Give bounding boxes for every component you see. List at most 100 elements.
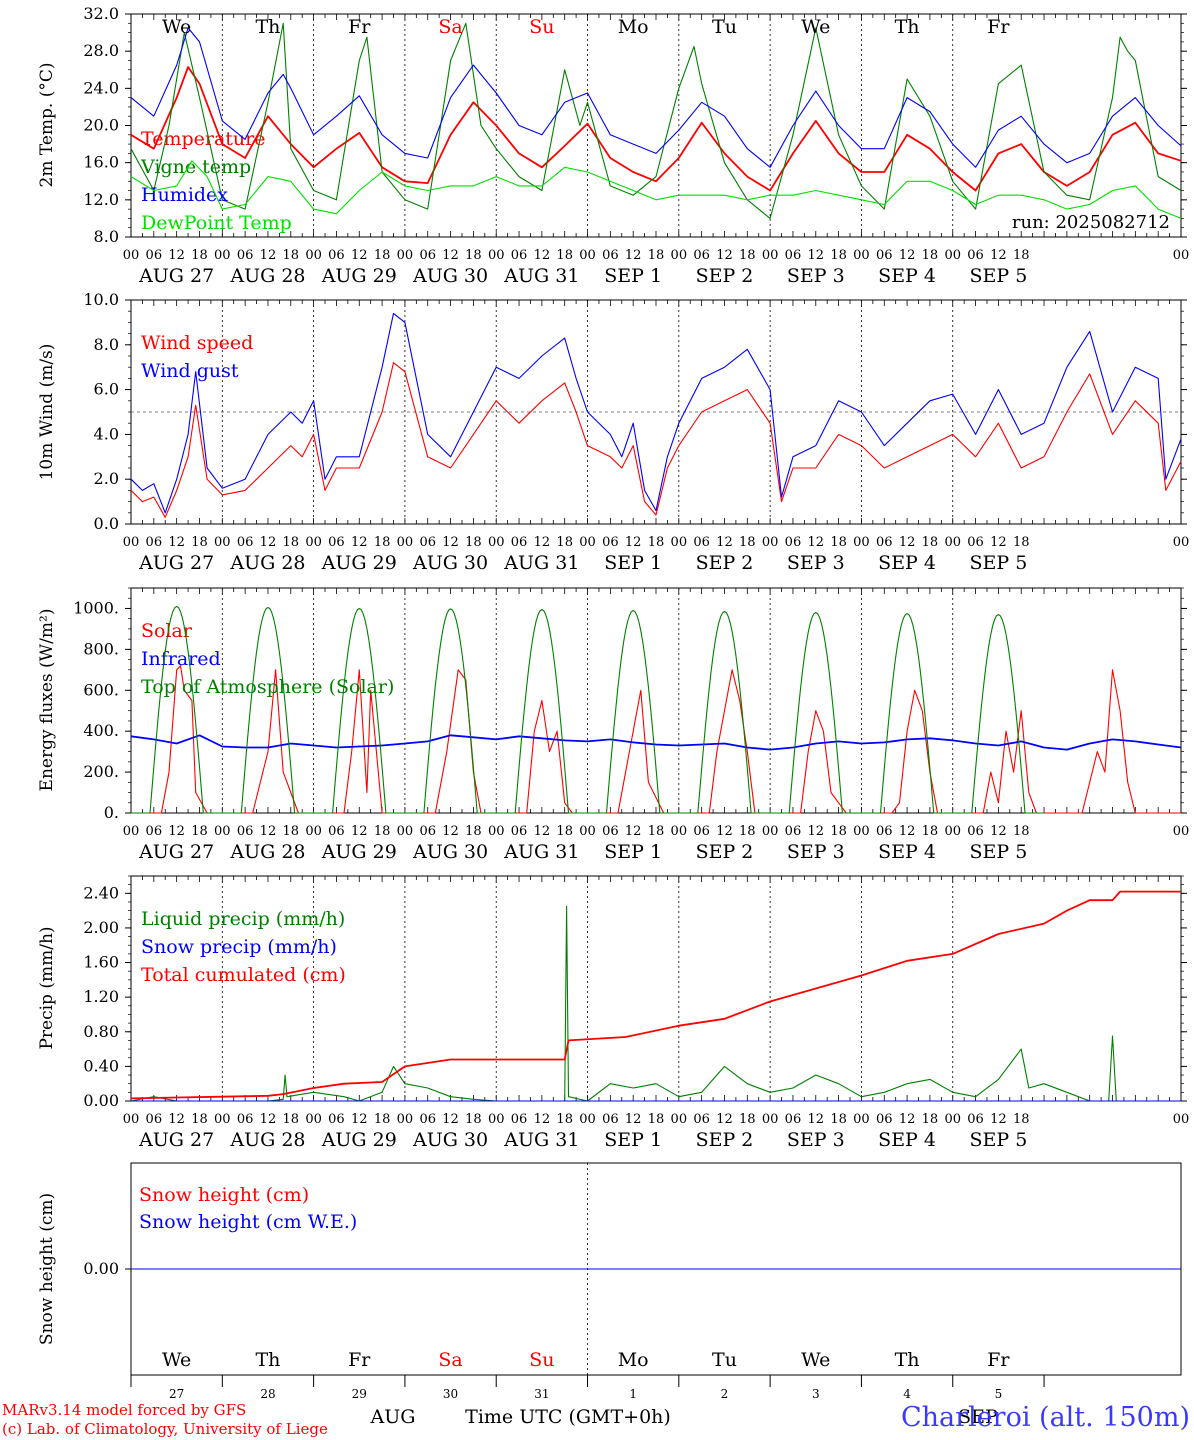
- hour-tick-label: 00: [214, 824, 231, 839]
- hour-tick-label: 18: [739, 1112, 756, 1127]
- y-axis-label: Snow height (cm): [37, 1193, 57, 1345]
- hour-tick-label: 18: [830, 248, 847, 263]
- hour-tick-label: 18: [465, 248, 482, 263]
- hour-tick-label: 12: [899, 824, 916, 839]
- series-line: [130, 160, 1182, 219]
- hour-tick-label: 18: [1013, 824, 1030, 839]
- hour-tick-label: 18: [922, 535, 939, 550]
- series-line: [130, 66, 1182, 192]
- hour-tick-label: 18: [922, 1112, 939, 1127]
- hour-tick-label: 12: [534, 1112, 551, 1127]
- hour-tick-label: 06: [146, 248, 163, 263]
- day-number: 1: [629, 1387, 637, 1401]
- day-name: Th: [255, 1349, 280, 1371]
- day-name: Mo: [618, 16, 649, 38]
- hour-tick-label: 18: [556, 248, 573, 263]
- hour-tick-label: 18: [1013, 1112, 1030, 1127]
- hour-tick-label: 06: [328, 535, 345, 550]
- day-name: Fr: [348, 1349, 371, 1371]
- day-name: We: [801, 16, 830, 38]
- legend-entry: DewPoint Temp: [141, 212, 292, 234]
- plot-frame: [130, 587, 1182, 814]
- date-label: SEP 2: [696, 1129, 754, 1151]
- date-label: SEP 5: [969, 552, 1027, 574]
- y-tick-label: 6.0: [94, 380, 119, 399]
- hour-tick-label: 18: [283, 1112, 300, 1127]
- date-label: AUG 28: [229, 265, 305, 287]
- date-label: SEP 4: [878, 552, 936, 574]
- hour-tick-label: 06: [419, 1112, 436, 1127]
- hour-tick-label: 06: [237, 248, 254, 263]
- day-number: 3: [812, 1387, 820, 1401]
- legend-entry: Total cumulated (cm): [141, 964, 346, 986]
- series-line: [130, 734, 1182, 751]
- y-tick-label: 0.80: [83, 1022, 119, 1041]
- hour-tick-label: 00: [671, 248, 688, 263]
- hour-tick-label: 12: [716, 535, 733, 550]
- date-label: AUG 30: [412, 552, 488, 574]
- lab-credit: (c) Lab. of Climatology, University of L…: [2, 1420, 328, 1438]
- hour-tick-label: 06: [876, 824, 893, 839]
- date-label: SEP 5: [969, 265, 1027, 287]
- hour-tick-label: 06: [693, 248, 710, 263]
- y-tick-label: 2.00: [83, 918, 119, 937]
- day-name: Su: [529, 16, 554, 38]
- y-tick-label: 12.0: [83, 190, 119, 209]
- hour-tick-label: 00: [123, 248, 140, 263]
- hour-tick-label: 00: [762, 1112, 779, 1127]
- month-label: AUG: [370, 1406, 416, 1428]
- hour-tick-label: 18: [465, 535, 482, 550]
- day-number: 29: [352, 1387, 367, 1401]
- hour-tick-label: 06: [876, 1112, 893, 1127]
- hour-tick-label: 12: [808, 535, 825, 550]
- date-label: AUG 28: [229, 841, 305, 863]
- day-name: Sa: [438, 16, 462, 38]
- y-axis-label: 10m Wind (m/s): [37, 344, 57, 481]
- y-tick-label: 600.: [83, 680, 119, 699]
- hour-tick-label: 00: [123, 1112, 140, 1127]
- hour-tick-label: 00: [944, 248, 961, 263]
- day-name: Th: [895, 1349, 920, 1371]
- hour-tick-label: 06: [328, 248, 345, 263]
- hour-tick-label: 06: [785, 535, 802, 550]
- hour-tick-label: 00: [1173, 1112, 1190, 1127]
- hour-tick-label: 12: [808, 824, 825, 839]
- hour-tick-label: 12: [990, 1112, 1007, 1127]
- hour-tick-label: 06: [146, 535, 163, 550]
- hour-tick-label: 06: [602, 824, 619, 839]
- hour-tick-label: 18: [922, 248, 939, 263]
- hour-tick-label: 12: [351, 535, 368, 550]
- y-tick-label: 0.00: [83, 1259, 119, 1278]
- panel-1: 8.0 12.0 16.0 20.0 24.0 28.0 32.0 2m Temp. (°C)…: [37, 4, 1189, 287]
- date-label: SEP 4: [878, 1129, 936, 1151]
- hour-tick-label: 06: [511, 1112, 528, 1127]
- hour-tick-label: 06: [328, 824, 345, 839]
- hour-tick-label: 00: [397, 1112, 414, 1127]
- series-line: [130, 22, 1182, 219]
- hour-tick-label: 12: [625, 535, 642, 550]
- date-label: SEP 3: [787, 265, 845, 287]
- hour-tick-label: 12: [168, 535, 185, 550]
- y-tick-label: 32.0: [83, 4, 119, 23]
- y-axis-label: Precip (mm/h): [37, 926, 57, 1049]
- date-label: SEP 2: [696, 265, 754, 287]
- hour-tick-label: 12: [625, 1112, 642, 1127]
- hour-tick-label: 00: [1173, 248, 1190, 263]
- hour-tick-label: 18: [648, 535, 665, 550]
- hour-tick-label: 12: [351, 248, 368, 263]
- panel-2: 0.0 2.0 4.0 6.0 8.0 10.0 10m Wind (m/s) Wind sp…: [37, 290, 1189, 574]
- series-line: [130, 362, 1182, 518]
- hour-tick-label: 00: [305, 824, 322, 839]
- date-label: SEP 4: [878, 265, 936, 287]
- hour-tick-label: 12: [808, 248, 825, 263]
- hour-tick-label: 12: [808, 1112, 825, 1127]
- hour-tick-label: 12: [899, 1112, 916, 1127]
- legend-entry: Temperature: [141, 128, 265, 150]
- y-tick-label: 20.0: [83, 116, 119, 135]
- hour-tick-label: 00: [853, 248, 870, 263]
- legend-entry: Humidex: [141, 184, 228, 206]
- hour-tick-label: 06: [237, 535, 254, 550]
- hour-tick-label: 18: [830, 1112, 847, 1127]
- y-tick-label: 1.20: [83, 987, 119, 1006]
- series-line: [130, 890, 1181, 1100]
